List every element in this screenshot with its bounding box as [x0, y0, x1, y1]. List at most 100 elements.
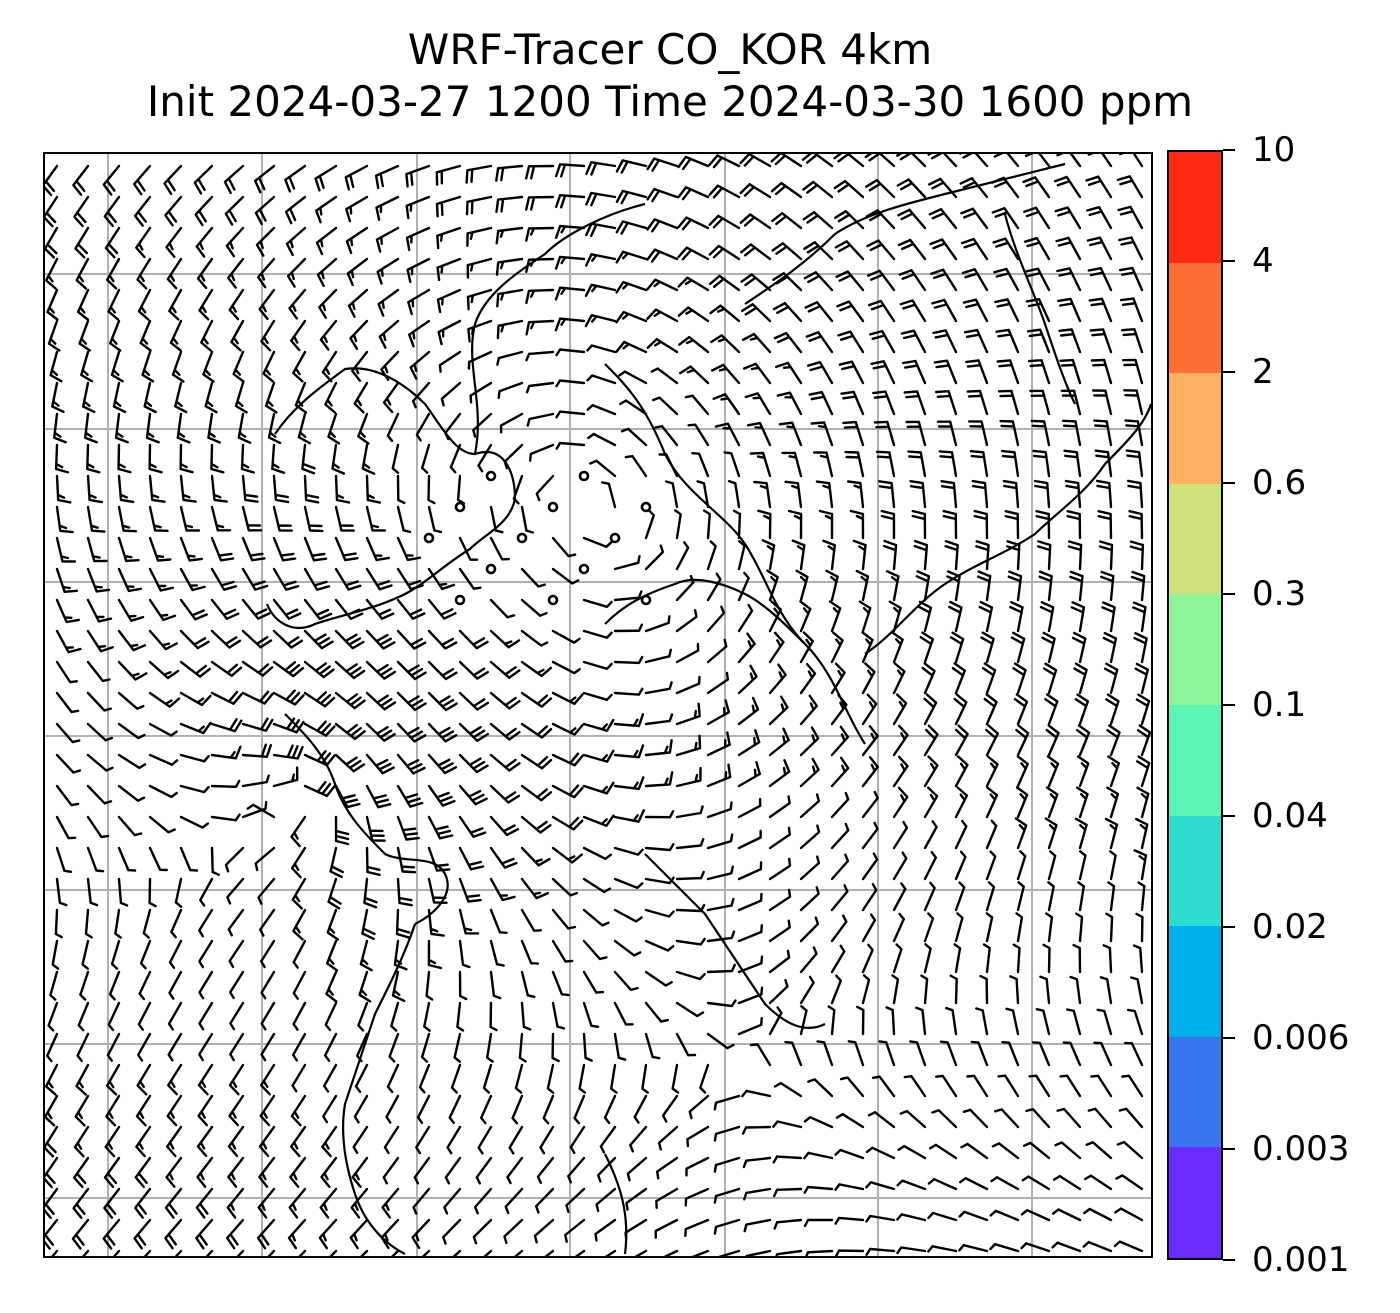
- wind-barb: [427, 815, 454, 840]
- wind-barb: [775, 1249, 803, 1256]
- wind-barb: [1051, 1241, 1082, 1253]
- wind-barb: [975, 540, 990, 571]
- wind-barb: [427, 877, 448, 904]
- wind-barb: [675, 574, 695, 602]
- wind-barb: [420, 1032, 431, 1063]
- wind-barb: [166, 1125, 183, 1158]
- wind-barb: [775, 361, 803, 385]
- wind-barb: [989, 1243, 1020, 1253]
- wind-barb: [254, 846, 276, 872]
- wind-barb: [47, 1001, 59, 1032]
- wind-barb: [713, 1187, 741, 1204]
- wind-barb: [595, 1187, 617, 1213]
- wind-barb: [334, 660, 366, 680]
- wind-barb: [223, 164, 245, 195]
- wind-barb: [442, 1218, 462, 1245]
- wind-barb: [376, 257, 400, 285]
- wind-barb: [708, 274, 741, 292]
- wind-barb: [55, 567, 79, 593]
- wind-barb: [291, 1063, 307, 1093]
- wind-barb: [871, 1075, 896, 1098]
- wind-barb: [663, 1249, 679, 1256]
- wind-barb: [993, 154, 1020, 168]
- wind-barb: [290, 815, 307, 848]
- coastline-kyushu: [644, 853, 826, 1029]
- wind-barb: [709, 304, 741, 323]
- wind-barb: [613, 713, 645, 728]
- wind-barb: [644, 1001, 669, 1023]
- wind-barb: [603, 1094, 617, 1125]
- wind-barb: [865, 1214, 896, 1223]
- wind-barb: [827, 1005, 836, 1036]
- wind-barb: [1023, 206, 1051, 230]
- wind-barb: [706, 801, 733, 819]
- wind-barb: [319, 319, 338, 351]
- wind-barb: [1121, 1074, 1144, 1098]
- colorbar-tick: [1223, 260, 1235, 262]
- wind-barb: [944, 540, 959, 571]
- wind-barb: [358, 970, 372, 1003]
- wind-barb: [573, 1094, 586, 1125]
- wind-barb: [757, 509, 772, 540]
- wind-barb: [615, 340, 648, 354]
- wind-barb: [298, 1249, 307, 1256]
- wind-barb: [1075, 786, 1089, 819]
- wind-barb: [483, 1249, 493, 1256]
- wind-barb: [148, 753, 179, 766]
- wind-barb: [740, 273, 772, 292]
- wind-barb: [899, 299, 927, 323]
- wind-barb: [365, 567, 393, 591]
- wind-barb: [949, 974, 958, 1005]
- wind-barb: [137, 1032, 152, 1062]
- wind-barb: [174, 877, 183, 908]
- wind-barb: [1028, 1074, 1051, 1098]
- wind-barb: [351, 350, 369, 382]
- wind-barb: [803, 271, 834, 292]
- wind-barb: [892, 851, 908, 881]
- wind-barb: [1094, 449, 1113, 478]
- wind-barb: [1047, 881, 1055, 912]
- wind-barb: [551, 1032, 560, 1063]
- map-panel: [43, 152, 1153, 1258]
- wind-barb: [196, 1125, 214, 1158]
- wind-barb: [1134, 662, 1149, 695]
- wind-barb: [1085, 1141, 1113, 1160]
- wind-barb: [1105, 912, 1114, 943]
- wind-barb: [1054, 206, 1082, 230]
- wind-barb: [778, 421, 803, 447]
- wind-barb: [148, 815, 176, 834]
- wind-barb: [489, 846, 518, 869]
- wind-barb: [830, 631, 844, 664]
- wind-barb: [888, 600, 902, 633]
- coastlines: [265, 162, 1151, 1255]
- wind-barb: [334, 753, 366, 773]
- wind-barb: [133, 164, 152, 196]
- wind-barb: [489, 784, 520, 804]
- wind-barb: [770, 181, 803, 199]
- wind-barb: [114, 908, 122, 939]
- wind-barb: [258, 288, 276, 320]
- wind-barb: [1009, 975, 1020, 1005]
- wind-barb: [1123, 389, 1144, 416]
- wind-barb: [613, 655, 644, 665]
- wind-barb: [578, 1063, 587, 1094]
- wind-barb: [361, 443, 376, 475]
- wind-barb: [865, 1247, 896, 1256]
- wind-barb: [1090, 358, 1113, 385]
- wind-barb: [1115, 1174, 1144, 1191]
- wind-barb: [1082, 1240, 1113, 1253]
- wind-barb: [292, 908, 307, 941]
- wind-barb: [996, 359, 1020, 385]
- wind-barb: [852, 539, 867, 571]
- wind-barb: [79, 970, 90, 1001]
- wind-barb: [555, 194, 586, 209]
- wind-barb: [745, 1249, 772, 1256]
- wind-barb: [232, 350, 245, 383]
- wind-barb: [582, 877, 612, 894]
- wind-barb: [675, 675, 701, 695]
- wind-barb: [551, 567, 580, 585]
- wind-barb: [114, 412, 129, 444]
- wind-barb: [264, 381, 278, 414]
- wind-barb: [1004, 510, 1020, 540]
- wind-barb: [196, 257, 214, 290]
